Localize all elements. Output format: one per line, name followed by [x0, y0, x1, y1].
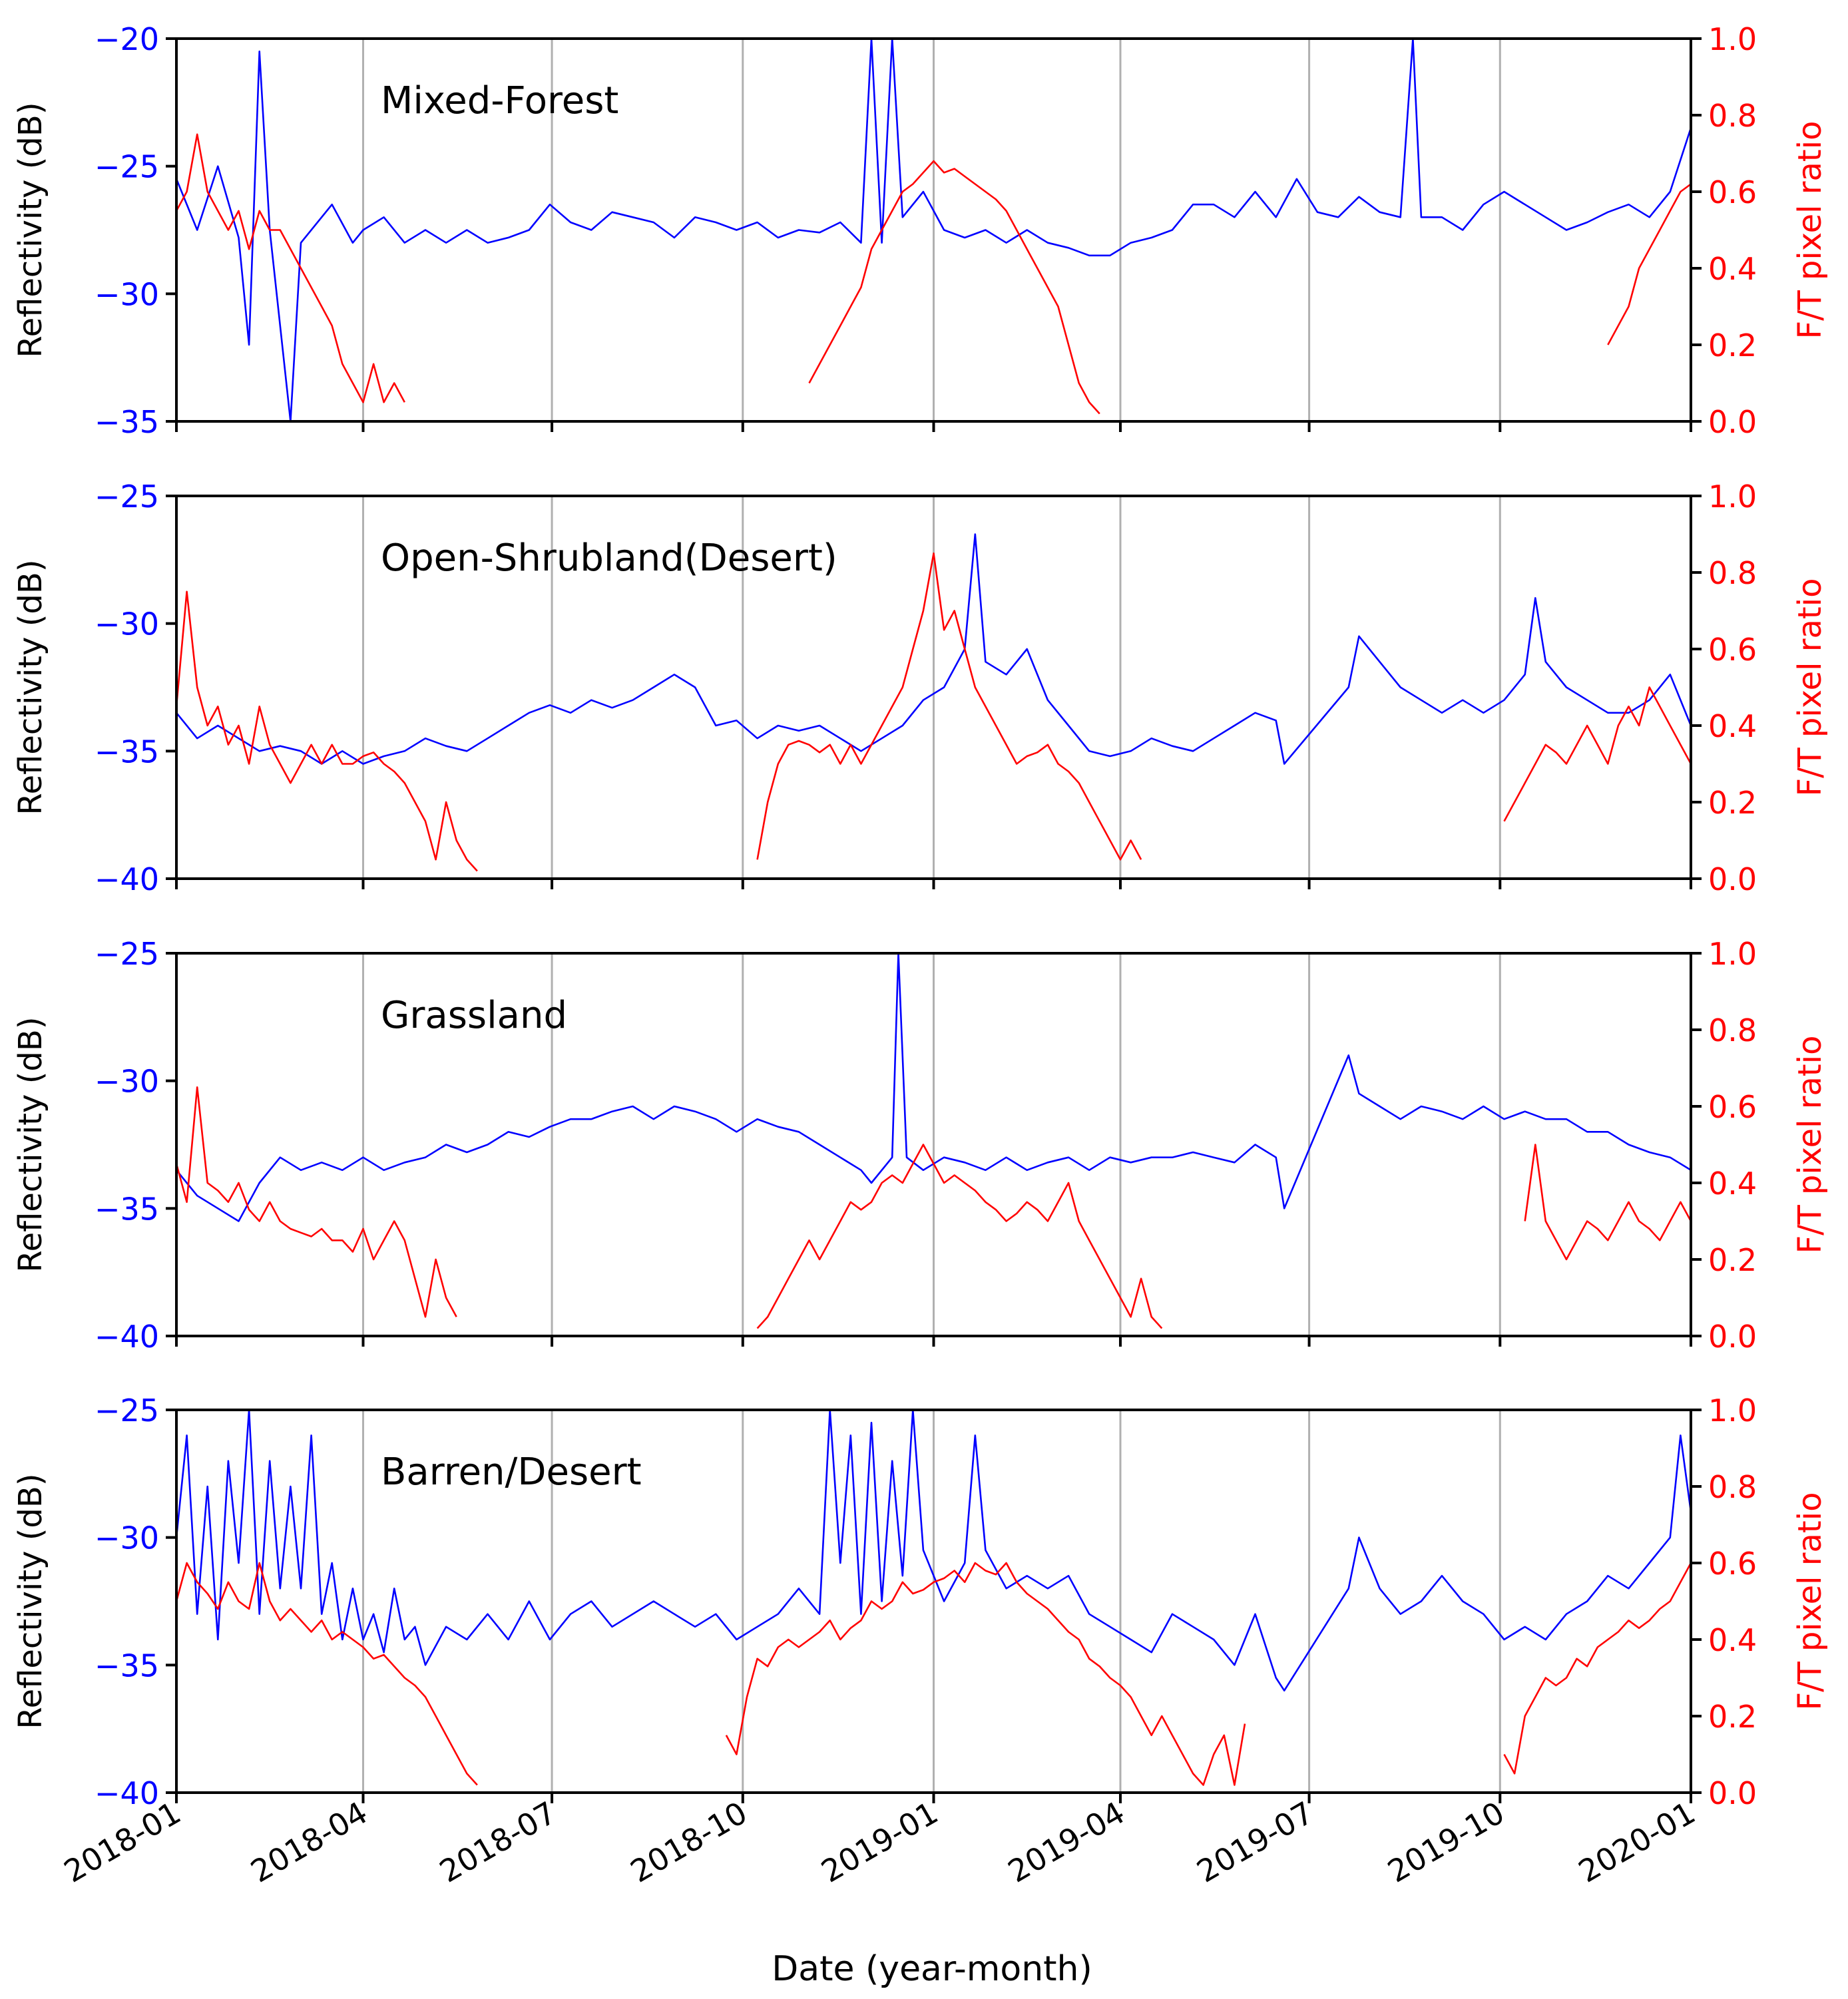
y-left-tick-label: −30: [95, 1064, 159, 1100]
panel-open-shrubland-desert-: −25 −30 −35 −40 1.0 0.8 0.6 0.4 0.2 0.0 Reflectivi…: [12, 479, 1829, 897]
y-right-axis-label: F/T pixel ratio: [1791, 1036, 1829, 1254]
reflectivity-series-line: [176, 533, 1691, 765]
y-right-tick-label: 0.8: [1708, 1469, 1757, 1505]
y-right-tick-label: 0.0: [1708, 404, 1757, 440]
y-left-tick-label: −30: [95, 276, 159, 312]
y-right-axis-label: F/T pixel ratio: [1791, 1492, 1829, 1711]
panel-mixed-forest: −20 −25 −30 −35 1.0 0.8 0.6 0.4 0.2 0.0 Reflectivi…: [12, 21, 1829, 440]
y-left-axis-label: Reflectivity (dB): [12, 1016, 49, 1272]
panel-title: Open-Shrubland(Desert): [381, 537, 837, 580]
y-left-tick-label: −25: [95, 149, 159, 185]
y-right-tick-label: 0.2: [1708, 1242, 1757, 1278]
panel-title: Mixed-Forest: [381, 79, 618, 122]
y-left-axis-label: Reflectivity (dB): [12, 1473, 49, 1729]
panel-grassland: −25 −30 −35 −40 1.0 0.8 0.6 0.4 0.2 0.0 Reflectivi…: [12, 936, 1829, 1355]
y-right-tick-label: 0.4: [1708, 1622, 1757, 1658]
panels: −20 −25 −30 −35 1.0 0.8 0.6 0.4 0.2 0.0 Reflectivi…: [12, 21, 1829, 1890]
ft-ratio-series-line: [176, 1086, 1691, 1329]
y-right-tick-label: 0.2: [1708, 1699, 1757, 1735]
y-right-tick-label: 0.0: [1708, 861, 1757, 897]
y-right-tick-label: 0.6: [1708, 1089, 1757, 1125]
y-left-tick-label: −25: [95, 936, 159, 972]
ft-ratio-series-line: [176, 1562, 1691, 1786]
y-left-tick-label: −25: [95, 479, 159, 515]
y-right-tick-label: 0.6: [1708, 174, 1757, 210]
y-right-tick-label: 0.4: [1708, 1166, 1757, 1202]
y-right-tick-label: 0.4: [1708, 708, 1757, 744]
panel-title: Barren/Desert: [381, 1450, 642, 1494]
y-right-tick-label: 0.8: [1708, 1012, 1757, 1048]
y-right-tick-label: 1.0: [1708, 479, 1757, 515]
y-right-tick-label: 0.0: [1708, 1775, 1757, 1811]
y-right-tick-label: 1.0: [1708, 936, 1757, 972]
y-left-tick-label: −40: [95, 1775, 159, 1811]
y-left-tick-label: −25: [95, 1393, 159, 1429]
y-right-tick-label: 0.8: [1708, 98, 1757, 134]
y-left-tick-label: −20: [95, 21, 159, 57]
y-right-tick-label: 0.4: [1708, 251, 1757, 287]
reflectivity-series-line: [176, 953, 1691, 1222]
y-left-tick-label: −35: [95, 1191, 159, 1227]
y-right-tick-label: 1.0: [1708, 21, 1757, 57]
y-right-tick-label: 0.0: [1708, 1319, 1757, 1355]
y-right-tick-label: 0.2: [1708, 785, 1757, 821]
x-axis-label: Date (year-month): [772, 1949, 1092, 1989]
y-left-tick-label: −35: [95, 734, 159, 770]
y-right-tick-label: 0.6: [1708, 632, 1757, 668]
y-left-axis-label: Reflectivity (dB): [12, 559, 49, 815]
y-left-tick-label: −30: [95, 606, 159, 642]
y-left-tick-label: −35: [95, 1648, 159, 1683]
y-right-axis-label: F/T pixel ratio: [1791, 121, 1829, 339]
y-left-tick-label: −40: [95, 1319, 159, 1355]
reflectivity-series-line: [176, 1410, 1691, 1691]
y-left-tick-label: −30: [95, 1520, 159, 1556]
y-right-tick-label: 0.6: [1708, 1546, 1757, 1582]
ft-ratio-series-line: [176, 553, 1691, 872]
y-right-tick-label: 0.8: [1708, 555, 1757, 591]
y-right-axis-label: F/T pixel ratio: [1791, 578, 1829, 797]
panel-title: Grassland: [381, 994, 567, 1037]
reflectivity-series-line: [176, 39, 1691, 421]
y-right-tick-label: 0.2: [1708, 328, 1757, 363]
y-left-tick-label: −40: [95, 861, 159, 897]
y-right-tick-label: 1.0: [1708, 1393, 1757, 1429]
y-left-axis-label: Reflectivity (dB): [12, 102, 49, 357]
y-left-tick-label: −35: [95, 404, 159, 440]
ft-ratio-series-line: [176, 133, 1691, 415]
